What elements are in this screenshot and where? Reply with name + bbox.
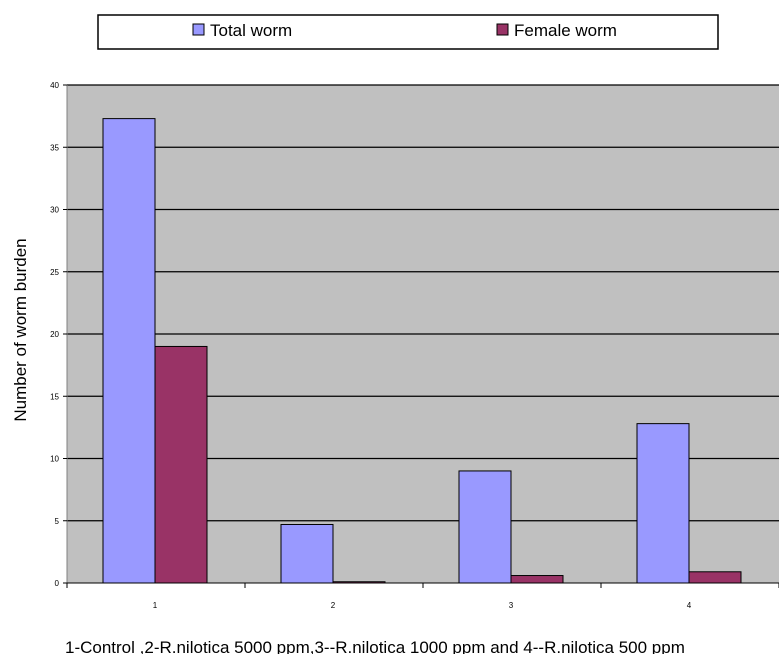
bar-total-worm-2 — [280, 523, 334, 584]
x-tick-label: 2 — [331, 601, 336, 610]
y-tick-label: 35 — [50, 143, 59, 152]
bar-female-worm-4 — [688, 571, 742, 584]
x-axis-ticks: 1 2 3 4 — [66, 583, 779, 610]
y-tick-label: 20 — [50, 330, 59, 339]
y-tick-label: 40 — [50, 81, 59, 90]
bar-female-worm-3 — [510, 575, 564, 584]
bar-total-worm-1 — [102, 118, 156, 584]
bar-female-worm-1 — [154, 345, 208, 584]
x-tick-label: 1 — [153, 601, 158, 610]
y-tick-label: 25 — [50, 268, 59, 277]
y-tick-label: 15 — [50, 392, 59, 401]
bar-total-worm-4 — [636, 423, 690, 584]
legend: Total worm Female worm — [97, 14, 719, 50]
y-tick-label: 0 — [55, 579, 60, 588]
bar-total-worm-3 — [458, 470, 512, 584]
x-tick-label: 3 — [509, 601, 514, 610]
y-axis-ticks: 0 5 10 15 20 25 30 35 40 — [50, 81, 67, 588]
bars — [102, 118, 742, 584]
x-tick-label: 4 — [687, 601, 692, 610]
y-axis-label: Number of worm burden — [11, 238, 30, 421]
legend-box — [97, 14, 719, 50]
legend-label-female-worm: Female worm — [514, 21, 617, 40]
x-axis-label: 1-Control ,2-R.nilotica 5000 ppm,3--R.ni… — [65, 638, 685, 654]
y-tick-label: 10 — [50, 455, 59, 464]
legend-label-total-worm: Total worm — [210, 21, 292, 40]
y-tick-label: 30 — [50, 206, 59, 215]
y-tick-label: 5 — [55, 517, 60, 526]
legend-swatch-female-worm — [496, 23, 509, 36]
legend-swatch-total-worm — [192, 23, 205, 36]
